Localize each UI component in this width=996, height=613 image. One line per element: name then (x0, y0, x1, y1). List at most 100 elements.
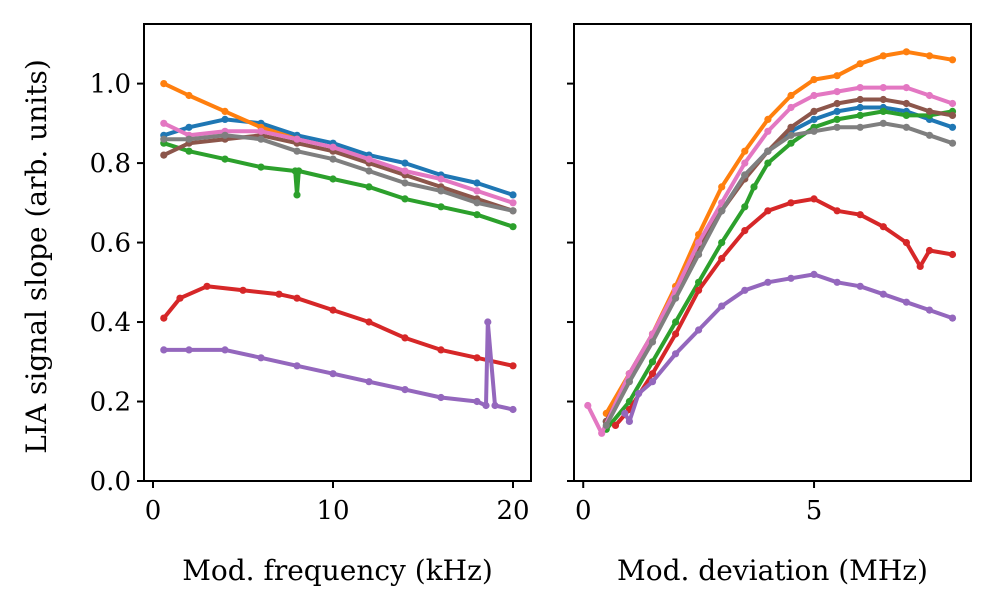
right-data-point-green (787, 139, 795, 147)
left-data-point-gray (293, 147, 301, 155)
right-x-axis-label: Mod. deviation (MHz) (617, 554, 928, 587)
right-data-point-blue (833, 107, 841, 115)
right-data-point-red (948, 250, 957, 259)
left-data-point-green (293, 191, 301, 199)
right-data-point-purple (621, 409, 629, 417)
left-data-point-blue (185, 123, 193, 131)
left-series-purple (160, 318, 517, 414)
right-data-point-gray (787, 131, 795, 139)
left-y-tick-label: 0.6 (90, 229, 131, 259)
left-data-point-purple (482, 401, 490, 410)
left-data-point-purple (509, 405, 517, 414)
right-data-point-red (856, 211, 864, 219)
left-series-layer (160, 80, 517, 414)
right-data-point-orange (810, 76, 818, 84)
right-data-point-pink (856, 84, 864, 92)
left-x-tick-label: 10 (316, 496, 349, 526)
right-data-point-purple (879, 290, 887, 298)
right-data-point-brown (810, 107, 818, 115)
right-data-point-purple (718, 302, 726, 310)
right-data-point-red (787, 199, 795, 207)
left-data-point-gray (509, 207, 517, 215)
left-data-point-red (239, 286, 247, 294)
right-data-point-red (741, 227, 749, 235)
right-data-point-brown (856, 95, 864, 104)
right-data-point-purple (925, 306, 934, 314)
right-data-point-brown (925, 107, 934, 115)
right-data-point-gray (695, 250, 703, 259)
left-data-point-purple (473, 397, 481, 406)
right-series-layer (584, 48, 957, 437)
right-data-point-green (695, 278, 703, 286)
left-data-point-purple (293, 362, 301, 370)
left-series-orange (160, 80, 301, 143)
left-data-point-red (329, 306, 337, 314)
left-data-point-pink (509, 199, 517, 207)
right-data-point-blue (948, 123, 957, 131)
left-data-point-blue (473, 179, 481, 187)
right-data-point-green (856, 111, 864, 119)
right-data-point-orange (764, 115, 772, 123)
left-data-point-purple (160, 346, 168, 354)
right-data-point-green (764, 159, 772, 167)
left-data-point-purple (491, 401, 499, 410)
right-series-green (602, 107, 957, 433)
left-data-point-orange (160, 80, 168, 88)
right-data-point-gray (948, 139, 957, 147)
right-data-point-brown (787, 123, 795, 131)
right-data-point-red (672, 330, 680, 338)
left-data-point-gray (221, 131, 229, 139)
right-data-point-pink (902, 84, 911, 92)
left-data-point-blue (221, 115, 229, 123)
right-data-point-green (879, 107, 887, 115)
right-data-point-purple (856, 282, 864, 290)
left-data-point-pink (257, 127, 265, 135)
right-data-point-gray (672, 294, 680, 302)
right-data-point-purple (648, 378, 657, 386)
right-data-point-gray (856, 123, 864, 131)
right-data-point-brown (879, 95, 887, 104)
left-data-point-brown (160, 151, 168, 159)
right-data-point-red (925, 246, 934, 255)
right-data-point-pink (584, 401, 592, 410)
right-data-point-pink (810, 91, 818, 100)
right-data-point-pink (695, 239, 703, 247)
right-series-line-orange (604, 49, 955, 416)
right-data-point-blue (856, 103, 864, 112)
right-data-point-gray (925, 131, 934, 139)
right-data-point-orange (925, 52, 934, 60)
left-y-tick-label: 0.8 (90, 149, 131, 179)
right-data-point-gray (741, 171, 749, 179)
left-data-point-red (437, 346, 445, 354)
right-data-point-green (741, 203, 749, 211)
left-data-point-purple (437, 393, 445, 402)
right-data-point-gray (625, 378, 634, 386)
left-series-red (160, 282, 517, 370)
left-data-point-purple (365, 378, 373, 386)
right-data-point-brown (902, 99, 911, 108)
right-data-point-brown (833, 99, 841, 108)
left-data-point-green (365, 183, 373, 191)
left-data-point-red (509, 362, 517, 370)
right-data-point-green (833, 115, 841, 123)
left-series-gray (160, 131, 517, 215)
left-data-point-pink (437, 175, 445, 183)
left-data-point-blue (509, 191, 517, 199)
right-data-point-purple (672, 350, 680, 358)
right-data-point-red (916, 262, 924, 270)
left-data-point-gray (437, 187, 445, 195)
right-data-point-gray (810, 127, 818, 135)
left-data-point-red (176, 294, 184, 302)
left-data-point-green (185, 147, 193, 155)
left-data-point-gray (365, 167, 373, 175)
right-data-point-red (879, 223, 887, 231)
right-data-point-orange (833, 72, 841, 80)
right-data-point-pink (598, 429, 606, 437)
right-series-gray (602, 119, 957, 429)
right-data-point-brown (948, 111, 957, 119)
right-data-point-purple (764, 278, 772, 286)
left-data-point-gray (185, 135, 193, 143)
right-data-point-orange (787, 91, 795, 100)
left-data-point-blue (401, 159, 409, 167)
right-data-point-red (718, 254, 726, 263)
